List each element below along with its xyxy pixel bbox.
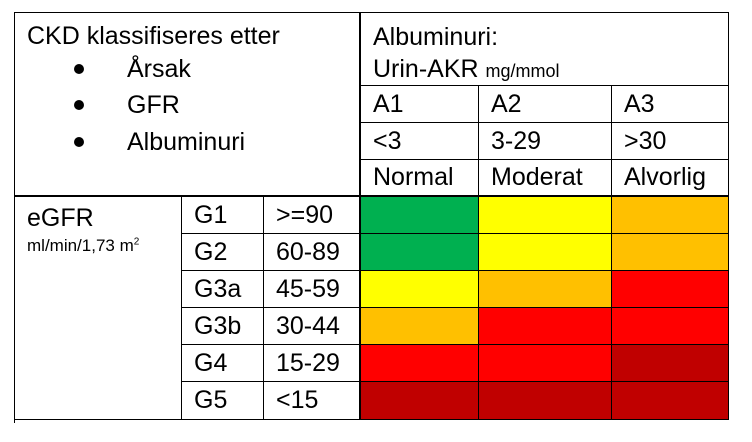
risk-cell-g4-a1 — [361, 345, 479, 382]
gfr-range-g1: >=90 — [264, 197, 361, 234]
gfr-code-g1: G1 — [182, 197, 264, 234]
egfr-unit-text: ml/min/1,73 m — [27, 236, 134, 255]
albuminuria-label-a3: Alvorlig — [612, 160, 729, 197]
albuminuri-test-name: Urin-AKR — [373, 55, 479, 83]
albuminuria-label-a2: Moderat — [479, 160, 612, 197]
albuminuri-header: Albuminuri: Urin-AKR mg/mmol — [361, 13, 729, 86]
bullet-icon — [74, 136, 84, 147]
gfr-range-g3a: 45-59 — [264, 271, 361, 308]
albuminuri-unit: mg/mmol — [485, 61, 560, 81]
gfr-code-g3a: G3a — [182, 271, 264, 308]
risk-cell-g4-a2 — [479, 345, 612, 382]
bullet-icon — [74, 100, 84, 111]
gfr-code-g5: G5 — [182, 382, 264, 420]
risk-cell-g5-a2 — [479, 382, 612, 420]
gfr-code-g4: G4 — [182, 345, 264, 382]
albuminuria-code-a3: A3 — [612, 86, 729, 123]
risk-cell-g2-a2 — [479, 234, 612, 271]
criteria-item: Årsak — [27, 51, 359, 87]
gfr-range-g2: 60-89 — [264, 234, 361, 271]
risk-cell-g5-a1 — [361, 382, 479, 420]
albuminuria-range-a1: <3 — [361, 123, 479, 160]
classification-title: CKD klassifiseres etter — [27, 22, 280, 50]
gfr-range-g3b: 30-44 — [264, 308, 361, 345]
gfr-code-g3b: G3b — [182, 308, 264, 345]
risk-cell-g3b-a3 — [612, 308, 729, 345]
albuminuria-code-a1: A1 — [361, 86, 479, 123]
egfr-unit-sup: 2 — [133, 236, 140, 248]
criteria-label: Albuminuri — [127, 127, 246, 156]
egfr-unit: ml/min/1,73 m2 — [27, 237, 181, 254]
albuminuria-code-a2: A2 — [479, 86, 612, 123]
risk-cell-g3a-a1 — [361, 271, 479, 308]
ckd-classification-table: CKD klassifiseres etter Årsak GFR Albumi… — [14, 12, 729, 423]
risk-cell-g5-a3 — [612, 382, 729, 420]
risk-cell-g4-a3 — [612, 345, 729, 382]
classification-criteria-block: CKD klassifiseres etter Årsak GFR Albumi… — [15, 13, 361, 197]
gfr-range-g4: 15-29 — [264, 345, 361, 382]
criteria-item: Albuminuri — [27, 124, 359, 160]
bullet-icon — [74, 64, 84, 75]
risk-cell-g3a-a3 — [612, 271, 729, 308]
gfr-code-g2: G2 — [182, 234, 264, 271]
albuminuria-range-a2: 3-29 — [479, 123, 612, 160]
albuminuria-label-a1: Normal — [361, 160, 479, 197]
albuminuri-test: Urin-AKR mg/mmol — [373, 53, 728, 85]
risk-cell-g1-a2 — [479, 197, 612, 234]
criteria-item: GFR — [27, 87, 359, 123]
risk-cell-g3b-a2 — [479, 308, 612, 345]
risk-cell-g2-a1 — [361, 234, 479, 271]
criteria-label: Årsak — [127, 55, 191, 83]
risk-cell-g3b-a1 — [361, 308, 479, 345]
egfr-label: eGFR — [27, 204, 94, 232]
albuminuria-range-a3: >30 — [612, 123, 729, 160]
egfr-header: eGFR ml/min/1,73 m2 — [15, 197, 182, 420]
gfr-range-g5: <15 — [264, 382, 361, 420]
risk-cell-g1-a3 — [612, 197, 729, 234]
criteria-label: GFR — [127, 91, 180, 120]
risk-cell-g3a-a2 — [479, 271, 612, 308]
criteria-list: Årsak GFR Albuminuri — [27, 51, 359, 160]
risk-cell-g1-a1 — [361, 197, 479, 234]
albuminuri-title: Albuminuri: — [373, 23, 499, 51]
risk-cell-g2-a3 — [612, 234, 729, 271]
